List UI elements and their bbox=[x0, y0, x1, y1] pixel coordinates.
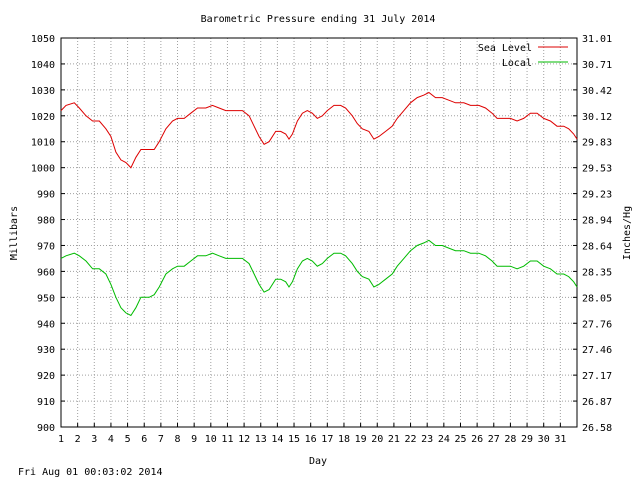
x-tick-label: 14 bbox=[271, 434, 283, 445]
y-tick-label-right: 31.01 bbox=[582, 34, 612, 45]
y-tick-label-right: 28.05 bbox=[582, 293, 612, 304]
x-tick-label: 6 bbox=[141, 434, 147, 445]
legend: Sea Level Local bbox=[478, 43, 568, 69]
y-tick-label-left: 1040 bbox=[31, 60, 55, 71]
x-tick-label: 21 bbox=[388, 434, 400, 445]
x-tick-label: 18 bbox=[338, 434, 350, 445]
series-line-sea-level bbox=[60, 91, 578, 169]
x-tick-label: 31 bbox=[554, 434, 566, 445]
y-tick-label-left: 950 bbox=[37, 293, 55, 304]
x-tick-label: 9 bbox=[191, 434, 197, 445]
series-line-local bbox=[60, 239, 578, 317]
x-tick-label: 1 bbox=[58, 434, 64, 445]
x-tick-label: 30 bbox=[538, 434, 550, 445]
legend-label-sea-level: Sea Level bbox=[478, 43, 532, 54]
y-tick-label-right: 30.12 bbox=[582, 112, 612, 123]
y-tick-label-left: 920 bbox=[37, 371, 55, 382]
x-tick-label: 2 bbox=[75, 434, 81, 445]
data-series bbox=[60, 91, 578, 317]
x-tick-label: 13 bbox=[255, 434, 267, 445]
x-tick-label: 25 bbox=[454, 434, 466, 445]
x-tick-label: 22 bbox=[405, 434, 417, 445]
y-tick-label-right: 30.42 bbox=[582, 86, 612, 97]
x-tick-label: 19 bbox=[355, 434, 367, 445]
x-tick-label: 5 bbox=[125, 434, 131, 445]
y-axis-label-left: Millibars bbox=[9, 206, 20, 260]
y-tick-labels-left: 900 910 920 930 940 950 960 970 980 990 1000 1010 10… bbox=[31, 34, 55, 434]
y-tick-label-right: 26.58 bbox=[582, 423, 612, 434]
tick-marks bbox=[60, 37, 577, 428]
y-tick-labels-right: 26.58 26.87 27.17 27.46 27.76 28.05 28.35 28.64… bbox=[582, 34, 612, 434]
y-tick-label-right: 29.83 bbox=[582, 138, 612, 149]
y-tick-label-right: 28.64 bbox=[582, 241, 612, 252]
x-tick-label: 8 bbox=[175, 434, 181, 445]
y-tick-label-left: 940 bbox=[37, 319, 55, 330]
chart-title: Barometric Pressure ending 31 July 2014 bbox=[201, 14, 436, 25]
timestamp-footer: Fri Aug 01 00:03:02 2014 bbox=[18, 467, 163, 478]
y-tick-label-left: 990 bbox=[37, 190, 55, 201]
x-tick-label: 26 bbox=[471, 434, 483, 445]
y-tick-label-left: 1050 bbox=[31, 34, 55, 45]
y-tick-label-right: 29.53 bbox=[582, 164, 612, 175]
x-tick-label: 20 bbox=[371, 434, 383, 445]
x-tick-label: 16 bbox=[305, 434, 317, 445]
x-tick-label: 3 bbox=[91, 434, 97, 445]
x-tick-label: 12 bbox=[238, 434, 250, 445]
y-tick-label-right: 27.46 bbox=[582, 345, 612, 356]
x-tick-label: 29 bbox=[521, 434, 533, 445]
legend-label-local: Local bbox=[502, 58, 532, 69]
x-tick-label: 28 bbox=[504, 434, 516, 445]
x-axis-label: Day bbox=[309, 456, 327, 467]
y-tick-label-right: 26.87 bbox=[582, 397, 612, 408]
y-tick-label-right: 29.23 bbox=[582, 190, 612, 201]
y-tick-label-left: 1000 bbox=[31, 164, 55, 175]
x-tick-label: 7 bbox=[158, 434, 164, 445]
y-tick-label-right: 27.76 bbox=[582, 319, 612, 330]
y-tick-label-left: 1030 bbox=[31, 86, 55, 97]
x-tick-label: 10 bbox=[205, 434, 217, 445]
x-tick-label: 4 bbox=[108, 434, 114, 445]
y-tick-label-right: 28.35 bbox=[582, 267, 612, 278]
plot-frame bbox=[60, 37, 578, 428]
y-tick-label-left: 980 bbox=[37, 216, 55, 227]
x-tick-label: 24 bbox=[438, 434, 450, 445]
x-tick-label: 15 bbox=[288, 434, 300, 445]
grid-lines bbox=[61, 38, 578, 427]
y-tick-label-right: 28.94 bbox=[582, 216, 612, 227]
y-axis-label-right: Inches/Hg bbox=[622, 206, 633, 260]
y-tick-label-left: 910 bbox=[37, 397, 55, 408]
y-tick-label-left: 900 bbox=[37, 423, 55, 434]
y-tick-label-right: 30.71 bbox=[582, 60, 612, 71]
y-tick-label-left: 930 bbox=[37, 345, 55, 356]
y-tick-label-left: 970 bbox=[37, 241, 55, 252]
x-tick-label: 17 bbox=[321, 434, 333, 445]
x-tick-label: 11 bbox=[221, 434, 233, 445]
x-tick-labels: 1 2 3 4 5 6 7 8 9 10 11 12 13 14 15 16 17 18 19 20 21 22 23 24 2… bbox=[58, 434, 566, 445]
y-tick-label-right: 27.17 bbox=[582, 371, 612, 382]
y-tick-label-left: 960 bbox=[37, 267, 55, 278]
x-tick-label: 23 bbox=[421, 434, 433, 445]
y-tick-label-left: 1020 bbox=[31, 112, 55, 123]
y-tick-label-left: 1010 bbox=[31, 138, 55, 149]
x-tick-label: 27 bbox=[488, 434, 500, 445]
